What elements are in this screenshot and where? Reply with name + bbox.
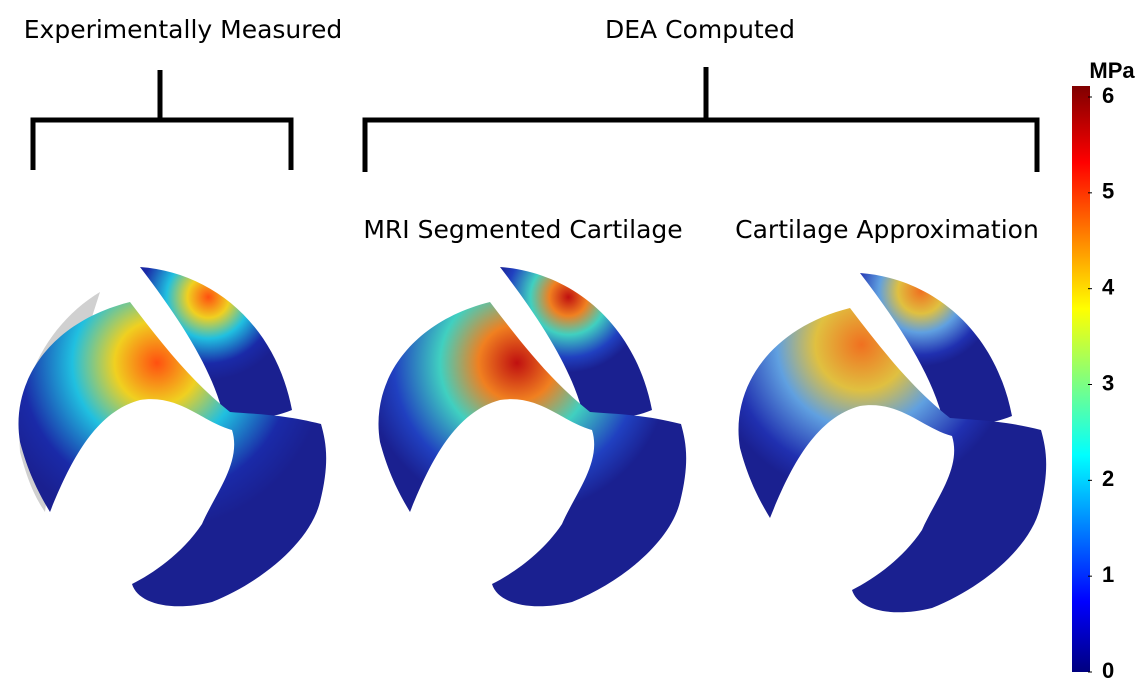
tick-label: 2 (1102, 466, 1114, 491)
tick-label: 0 (1102, 658, 1114, 683)
tick-label: 6 (1102, 83, 1114, 108)
tick-label: 5 (1102, 179, 1114, 204)
plate-mri (378, 267, 686, 606)
figure: Experimentally Measured DEA Computed MRI… (0, 0, 1146, 683)
tick-label: 4 (1102, 274, 1115, 299)
colorbar (1072, 86, 1090, 672)
tick-label: 1 (1102, 562, 1114, 587)
subheader: MRI Segmented Cartilage (363, 215, 682, 244)
tick-label: 3 (1102, 370, 1114, 395)
colorbar-unit: MPa (1089, 58, 1135, 83)
bracket (365, 67, 1037, 172)
bracket (33, 70, 291, 170)
left-title: Experimentally Measured (24, 15, 343, 44)
plate-approx (738, 273, 1046, 612)
subheader: Cartilage Approximation (735, 215, 1039, 244)
right-title: DEA Computed (605, 15, 795, 44)
plate-measured (18, 267, 326, 606)
